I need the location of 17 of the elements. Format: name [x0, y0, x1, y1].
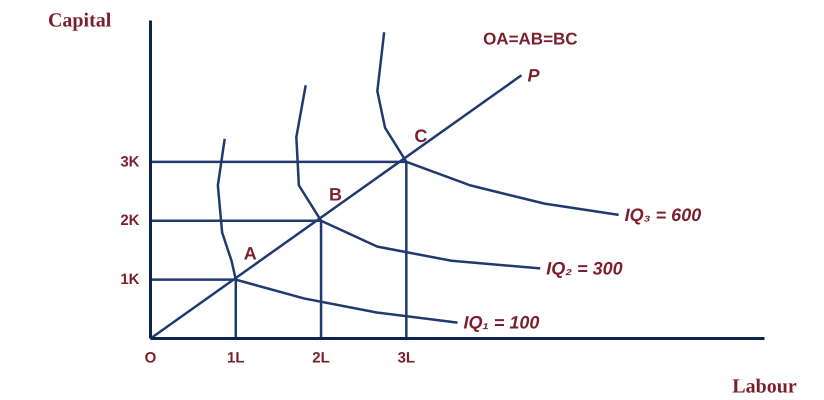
annotation: OA=AB=BC — [483, 30, 578, 48]
series-label: IQ₃ = 600 — [624, 204, 702, 225]
y-tick-label: 2K — [120, 212, 140, 230]
y-tick-label: 1K — [120, 271, 140, 288]
x-tick-label: 1L — [227, 350, 245, 366]
annotation: A — [244, 244, 257, 264]
x-tick-label: O — [144, 350, 157, 366]
annotation: B — [329, 184, 342, 205]
x-tick-label: 3L — [398, 350, 416, 366]
y-tick-label: 3K — [120, 153, 140, 170]
series-label: IQ₁ = 100 — [464, 312, 540, 333]
series-label: P — [527, 65, 540, 86]
annotation: C — [414, 126, 428, 146]
series-label: IQ₂ = 300 — [546, 258, 623, 278]
y-axis-title: Capital — [48, 10, 112, 32]
x-tick-label: 2L — [312, 350, 330, 366]
x-axis-title: Labour — [732, 376, 797, 398]
